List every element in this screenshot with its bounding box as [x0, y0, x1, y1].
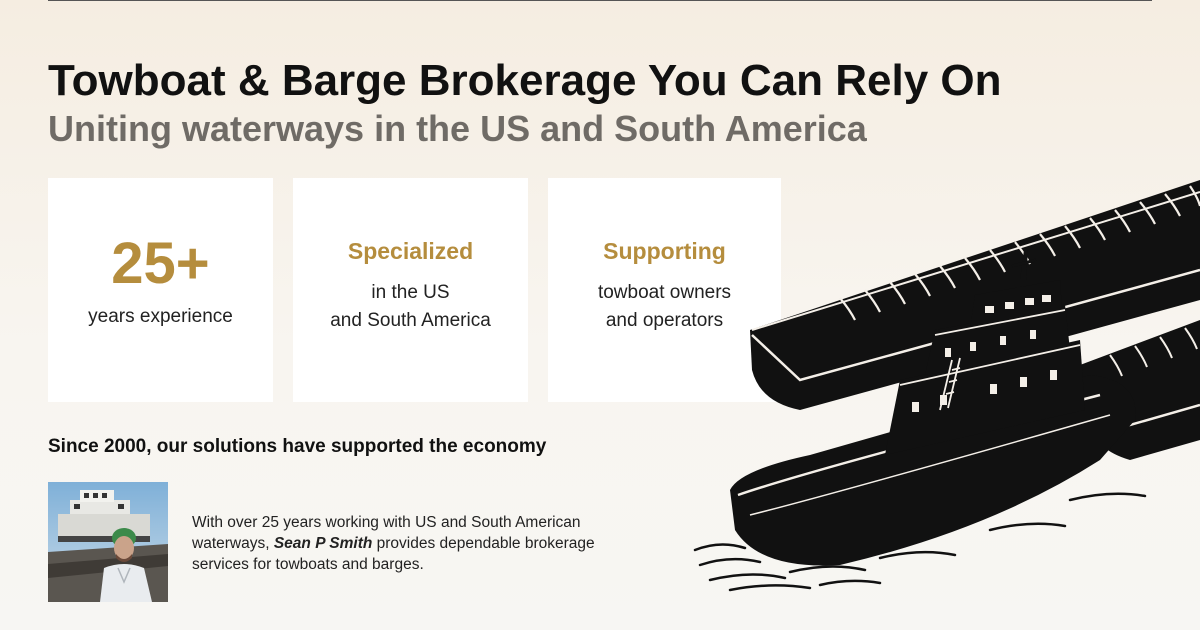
page-subheadline: Uniting waterways in the US and South Am…	[48, 108, 867, 149]
stat-description: years experience	[88, 303, 233, 331]
stat-description-line: towboat owners	[597, 281, 732, 303]
stat-description: towboat owners and operators	[598, 279, 731, 335]
person-portrait-photo	[48, 482, 168, 602]
since-heading: Since 2000, our solutions have supported…	[48, 436, 547, 457]
stat-card-supporting: Supporting towboat owners and operators	[548, 178, 781, 402]
stat-title: Specialized	[347, 237, 474, 264]
stat-description-line: years experience	[88, 306, 233, 327]
top-divider	[48, 0, 1152, 1]
towboat-pushing-barges-illustration	[690, 170, 1200, 600]
bio-paragraph: With over 25 years working with US and S…	[192, 512, 642, 575]
person-name: Sean P Smith	[273, 535, 373, 552]
stat-description-line: and operators	[605, 309, 724, 331]
page-headline: Towboat & Barge Brokerage You Can Rely O…	[48, 56, 1002, 105]
stat-description-line: and South America	[330, 309, 491, 331]
stat-card-specialized: Specialized in the US and South America	[293, 178, 528, 402]
stat-card-experience: 25+ years experience	[48, 178, 273, 402]
bio-text: With over 25 years working with US and S…	[192, 514, 581, 552]
stat-value: 25+	[111, 231, 210, 296]
stat-description-line: in the US	[371, 281, 450, 303]
bio-text: provides dependable brokerage services f…	[192, 535, 595, 573]
stat-title: Supporting	[603, 237, 726, 264]
stat-description: in the US and South America	[330, 279, 491, 335]
